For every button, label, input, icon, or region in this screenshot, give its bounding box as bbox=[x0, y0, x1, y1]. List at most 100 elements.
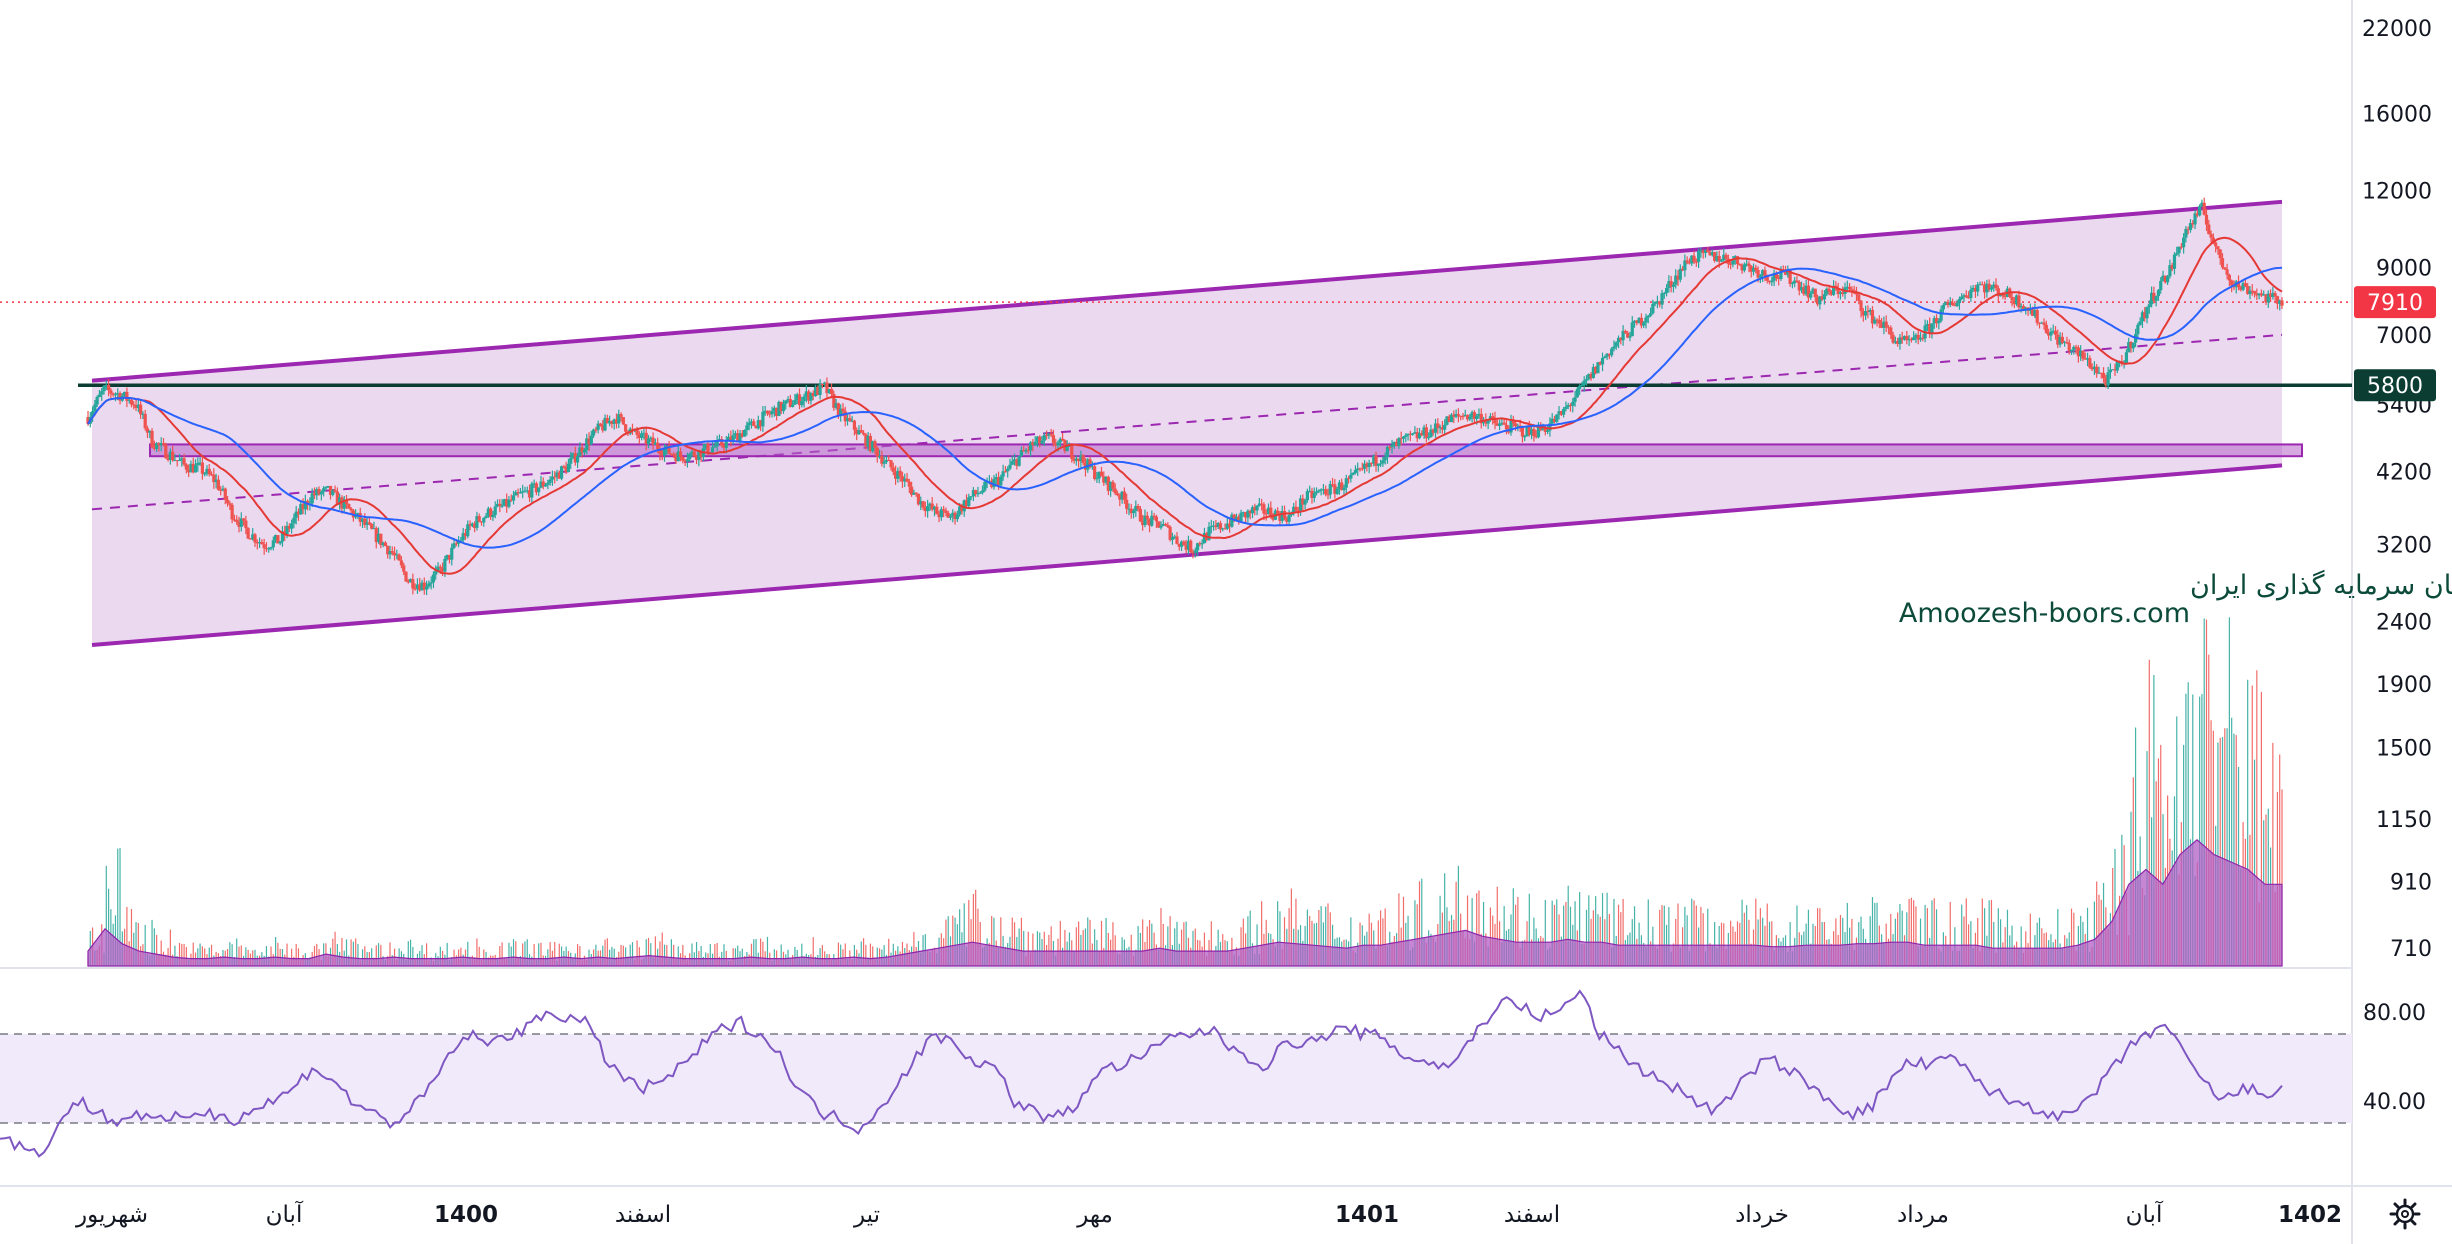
candle-body bbox=[850, 420, 854, 422]
candle-body bbox=[1475, 415, 1479, 419]
candle-body bbox=[763, 410, 767, 412]
candle-body bbox=[2081, 350, 2085, 359]
candle-body bbox=[1294, 506, 1298, 511]
candle-body bbox=[2067, 342, 2071, 352]
candle-body bbox=[148, 430, 152, 433]
candle-body bbox=[1362, 463, 1367, 469]
candle-body bbox=[1436, 423, 1440, 429]
candle-body bbox=[1260, 503, 1264, 505]
candle-body bbox=[932, 506, 937, 510]
price-tick-label: 1150 bbox=[2376, 808, 2432, 833]
candle-body bbox=[2239, 287, 2243, 290]
candle-body bbox=[477, 516, 481, 522]
candle-body bbox=[1710, 252, 1714, 256]
candle-body bbox=[669, 453, 673, 455]
candle-body bbox=[189, 463, 193, 473]
candle-body bbox=[505, 499, 509, 507]
candle-body bbox=[1106, 476, 1110, 491]
candle-body bbox=[422, 582, 426, 590]
candle-body bbox=[1957, 299, 1962, 304]
candle-body bbox=[1271, 516, 1275, 520]
candle-body bbox=[157, 443, 161, 446]
candle-body bbox=[2104, 378, 2108, 386]
candle-body bbox=[1136, 506, 1140, 509]
candle-body bbox=[1262, 504, 1266, 514]
candle-body bbox=[1049, 433, 1053, 436]
candle-body bbox=[1980, 284, 1984, 286]
price-tick-label: 2400 bbox=[2376, 611, 2432, 636]
candle-body bbox=[802, 396, 806, 402]
candle-body bbox=[1253, 507, 1257, 511]
candle-body bbox=[575, 456, 580, 463]
candle-body bbox=[290, 523, 294, 529]
candle-body bbox=[1308, 490, 1312, 492]
candle-body bbox=[1456, 414, 1460, 416]
candle-body bbox=[617, 414, 621, 424]
candle-body bbox=[555, 472, 559, 477]
candle-body bbox=[1429, 429, 1433, 438]
candle-body bbox=[457, 541, 461, 544]
candle-body bbox=[1765, 275, 1769, 281]
candle-body bbox=[1774, 273, 1778, 279]
candle-body bbox=[1401, 436, 1406, 439]
candle-body bbox=[372, 528, 376, 530]
candle-body bbox=[653, 442, 657, 445]
candle-body bbox=[1783, 270, 1788, 275]
candle-body bbox=[1305, 491, 1309, 501]
candle-body bbox=[1694, 261, 1698, 263]
moving-average-layer bbox=[87, 236, 2283, 575]
candle-body bbox=[1614, 342, 1618, 347]
candle-body bbox=[262, 544, 266, 549]
candle-body bbox=[1530, 429, 1534, 435]
candle-body bbox=[1717, 256, 1721, 262]
candle-body bbox=[161, 443, 166, 445]
candle-body bbox=[676, 451, 680, 462]
gear-icon[interactable] bbox=[2389, 1198, 2421, 1230]
price-axis[interactable]: 2200016000120009000700054004200320024001… bbox=[2354, 17, 2436, 962]
candle-body bbox=[1269, 507, 1273, 517]
candle-body bbox=[376, 533, 381, 543]
candle-body bbox=[2168, 265, 2172, 277]
candle-body bbox=[2149, 292, 2154, 305]
candle-body bbox=[182, 458, 186, 465]
candle-body bbox=[479, 521, 484, 523]
candle-body bbox=[1976, 284, 1980, 292]
candle-body bbox=[1921, 337, 1925, 339]
candle-body bbox=[267, 548, 271, 550]
candle-body bbox=[722, 445, 726, 448]
support-zone bbox=[149, 443, 2303, 458]
candle-body bbox=[1703, 250, 1708, 254]
candle-body bbox=[1417, 433, 1422, 439]
time-label: 1400 bbox=[434, 1202, 498, 1228]
candle-body bbox=[2273, 293, 2277, 297]
candle-body bbox=[344, 499, 349, 505]
support-price-badge: 5800 bbox=[2367, 374, 2423, 399]
candle-body bbox=[152, 447, 156, 449]
candle-body bbox=[2166, 276, 2170, 283]
candle-body bbox=[1562, 408, 1566, 415]
candle-body bbox=[2058, 336, 2062, 345]
candle-body bbox=[390, 551, 394, 553]
candle-body bbox=[1982, 285, 1987, 293]
candle-body bbox=[171, 451, 175, 461]
candle-body bbox=[1379, 463, 1383, 465]
candle-body bbox=[1088, 459, 1092, 468]
candle-body bbox=[1111, 481, 1115, 489]
candle-body bbox=[699, 450, 703, 458]
candle-body bbox=[530, 483, 534, 498]
time-axis[interactable]: شهریور آبان 1400 اسفند تیر مهر 1401 اسفند خرداد م… bbox=[75, 1200, 2342, 1228]
candle-body bbox=[1125, 499, 1129, 509]
candle-body bbox=[1427, 437, 1431, 439]
candle-body bbox=[1193, 550, 1197, 553]
candle-body bbox=[880, 456, 884, 464]
candle-body bbox=[1415, 432, 1419, 439]
candle-body bbox=[1008, 464, 1012, 469]
candle-body bbox=[1797, 281, 1801, 291]
time-label: اسفند bbox=[1504, 1202, 1560, 1228]
candle-body bbox=[1381, 460, 1385, 464]
candle-body bbox=[1854, 293, 1859, 295]
candle-body bbox=[1328, 484, 1332, 495]
candle-body bbox=[230, 504, 234, 520]
candle-body bbox=[2200, 202, 2204, 207]
